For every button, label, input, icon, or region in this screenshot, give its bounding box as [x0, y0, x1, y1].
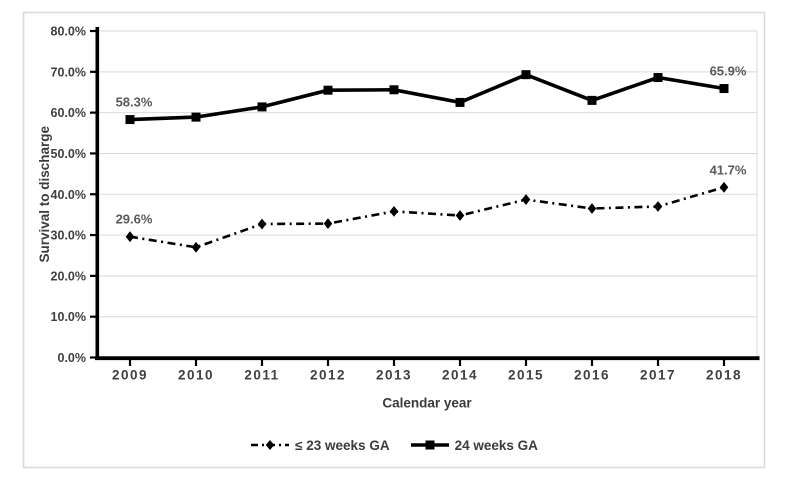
x-tick-label: 2010 — [178, 368, 214, 383]
x-tick-label: 2011 — [244, 368, 279, 383]
y-tick-label: 50.0% — [51, 147, 86, 161]
data-point-square-icon — [323, 85, 333, 95]
data-point-square-icon — [389, 85, 399, 95]
x-tick-label: 2016 — [574, 368, 610, 383]
data-point-diamond-icon — [719, 181, 729, 193]
data-point-diamond-icon — [257, 218, 267, 230]
y-tick-label: 10.0% — [51, 310, 86, 324]
y-tick-label: 80.0% — [51, 25, 86, 39]
data-point-diamond-icon — [191, 241, 201, 253]
chart-legend: ≤ 23 weeks GA 24 weeks GA — [23, 433, 765, 457]
y-tick-label: 0.0% — [58, 351, 87, 365]
x-tick-label: 2017 — [640, 368, 676, 383]
data-point-diamond-icon — [125, 231, 135, 243]
y-tick-label: 70.0% — [51, 65, 86, 79]
y-tick-label: 40.0% — [51, 188, 86, 202]
data-point-diamond-icon — [521, 194, 531, 205]
data-point-diamond-icon — [653, 201, 663, 212]
data-label: 58.3% — [116, 95, 153, 110]
y-tick-label: 20.0% — [51, 269, 86, 283]
x-tick-label: 2009 — [112, 368, 148, 383]
y-tick-label: 60.0% — [51, 106, 86, 120]
data-point-square-icon — [521, 70, 531, 80]
data-point-square-icon — [125, 115, 135, 125]
series-line-0 — [129, 186, 725, 249]
x-tick-label: 2015 — [508, 368, 544, 383]
y-axis-title: Survival to discharge — [37, 125, 52, 262]
x-tick-label: 2014 — [442, 368, 478, 383]
data-point-diamond-icon — [455, 210, 465, 221]
data-point-square-icon — [257, 102, 267, 112]
data-label: 41.7% — [710, 162, 747, 177]
data-label: 65.9% — [710, 64, 747, 79]
data-point-diamond-icon — [323, 218, 333, 230]
x-tick-label: 2018 — [706, 368, 742, 383]
data-point-square-icon — [455, 97, 465, 107]
legend-item-1: 24 weeks GA — [410, 438, 538, 453]
legend-label: 24 weeks GA — [454, 437, 538, 453]
legend-marker-square-icon — [410, 440, 449, 450]
data-label: 29.6% — [116, 212, 153, 227]
series-line-1 — [129, 72, 725, 122]
data-point-square-icon — [587, 95, 597, 105]
legend-label: ≤ 23 weeks GA — [295, 437, 390, 453]
legend-item-0: ≤ 23 weeks GA — [250, 437, 390, 453]
x-axis-title: Calendar year — [382, 396, 472, 411]
data-point-diamond-icon — [587, 203, 597, 214]
legend-marker-diamond-icon — [251, 440, 290, 450]
data-point-square-icon — [653, 73, 663, 83]
data-point-square-icon — [191, 112, 201, 122]
data-point-square-icon — [719, 84, 729, 94]
x-tick-label: 2012 — [310, 368, 346, 383]
x-tick-label: 2013 — [376, 368, 412, 383]
data-point-diamond-icon — [389, 205, 399, 217]
y-tick-label: 30.0% — [51, 229, 86, 243]
